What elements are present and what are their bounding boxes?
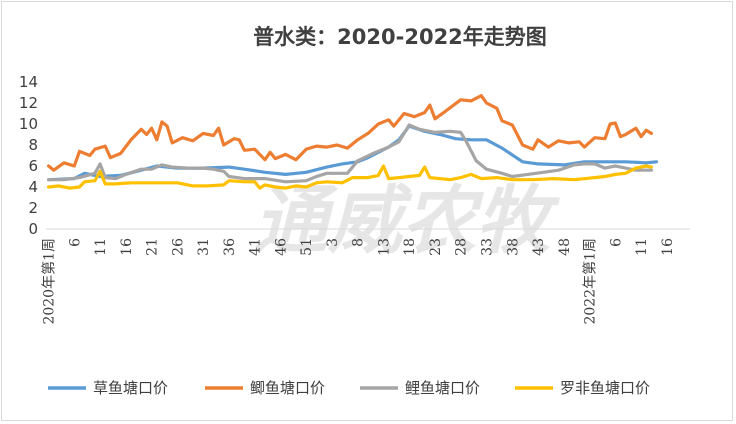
y-tick-label: 12 <box>19 94 38 112</box>
y-axis-ticks: 0 2 4 6 8 10 12 14 <box>19 73 38 238</box>
series-line-0 <box>47 124 659 182</box>
x-tick-label: 46 <box>273 238 289 256</box>
y-tick-label: 4 <box>28 178 38 196</box>
x-tick-label: 11 <box>93 238 109 256</box>
x-tick-label: 51 <box>299 238 315 256</box>
series-lines <box>47 94 659 190</box>
legend-label: 鲤鱼塘口价 <box>405 379 480 397</box>
x-tick-label: 28 <box>454 238 470 256</box>
x-tick-label: 8 <box>351 238 367 247</box>
legend-label: 草鱼塘口价 <box>93 379 168 397</box>
x-tick-label: 18 <box>402 238 418 256</box>
series-line-3 <box>47 164 653 190</box>
chart-title: 普水类：2020-2022年走势图 <box>253 25 547 49</box>
x-tick-label: 38 <box>505 238 521 256</box>
y-tick-label: 2 <box>28 199 38 217</box>
x-tick-label: 26 <box>170 238 186 256</box>
x-tick-label: 23 <box>428 238 444 256</box>
series-line-2 <box>47 123 653 184</box>
y-tick-label: 6 <box>28 157 38 175</box>
legend-label: 鲫鱼塘口价 <box>250 379 325 397</box>
watermark: 通威农牧 <box>254 178 561 264</box>
y-tick-label: 10 <box>19 115 38 133</box>
y-tick-label: 0 <box>28 220 38 238</box>
legend: 草鱼塘口价 鲫鱼塘口价 鲤鱼塘口价 罗非鱼塘口价 <box>48 379 650 397</box>
x-tick-label: 48 <box>557 238 573 256</box>
x-tick-label: 21 <box>145 238 161 256</box>
x-tick-label: 3 <box>325 238 341 247</box>
x-tick-label: 2020年第1周 <box>41 238 58 325</box>
y-tick-label: 14 <box>19 73 38 91</box>
x-tick-label: 33 <box>479 238 495 256</box>
x-tick-label: 16 <box>119 238 135 256</box>
x-tick-label: 41 <box>248 238 264 256</box>
x-tick-label: 43 <box>531 238 547 256</box>
x-tick-label: 13 <box>376 238 392 256</box>
x-tick-label: 16 <box>660 238 676 256</box>
legend-label: 罗非鱼塘口价 <box>560 379 650 397</box>
x-tick-label: 6 <box>608 238 624 247</box>
x-axis-ticks: 2020年第1周 6 11 16 21 26 31 36 41 46 51 3 8 13 18 23 28 33 3… <box>41 238 676 325</box>
series-line-1 <box>47 94 653 172</box>
x-tick-label: 36 <box>222 238 238 256</box>
x-tick-label: 6 <box>67 238 83 247</box>
x-tick-label: 2022年第1周 <box>582 238 599 325</box>
x-tick-label: 11 <box>634 238 650 256</box>
y-tick-label: 8 <box>28 136 38 154</box>
x-tick-label: 31 <box>196 238 212 256</box>
